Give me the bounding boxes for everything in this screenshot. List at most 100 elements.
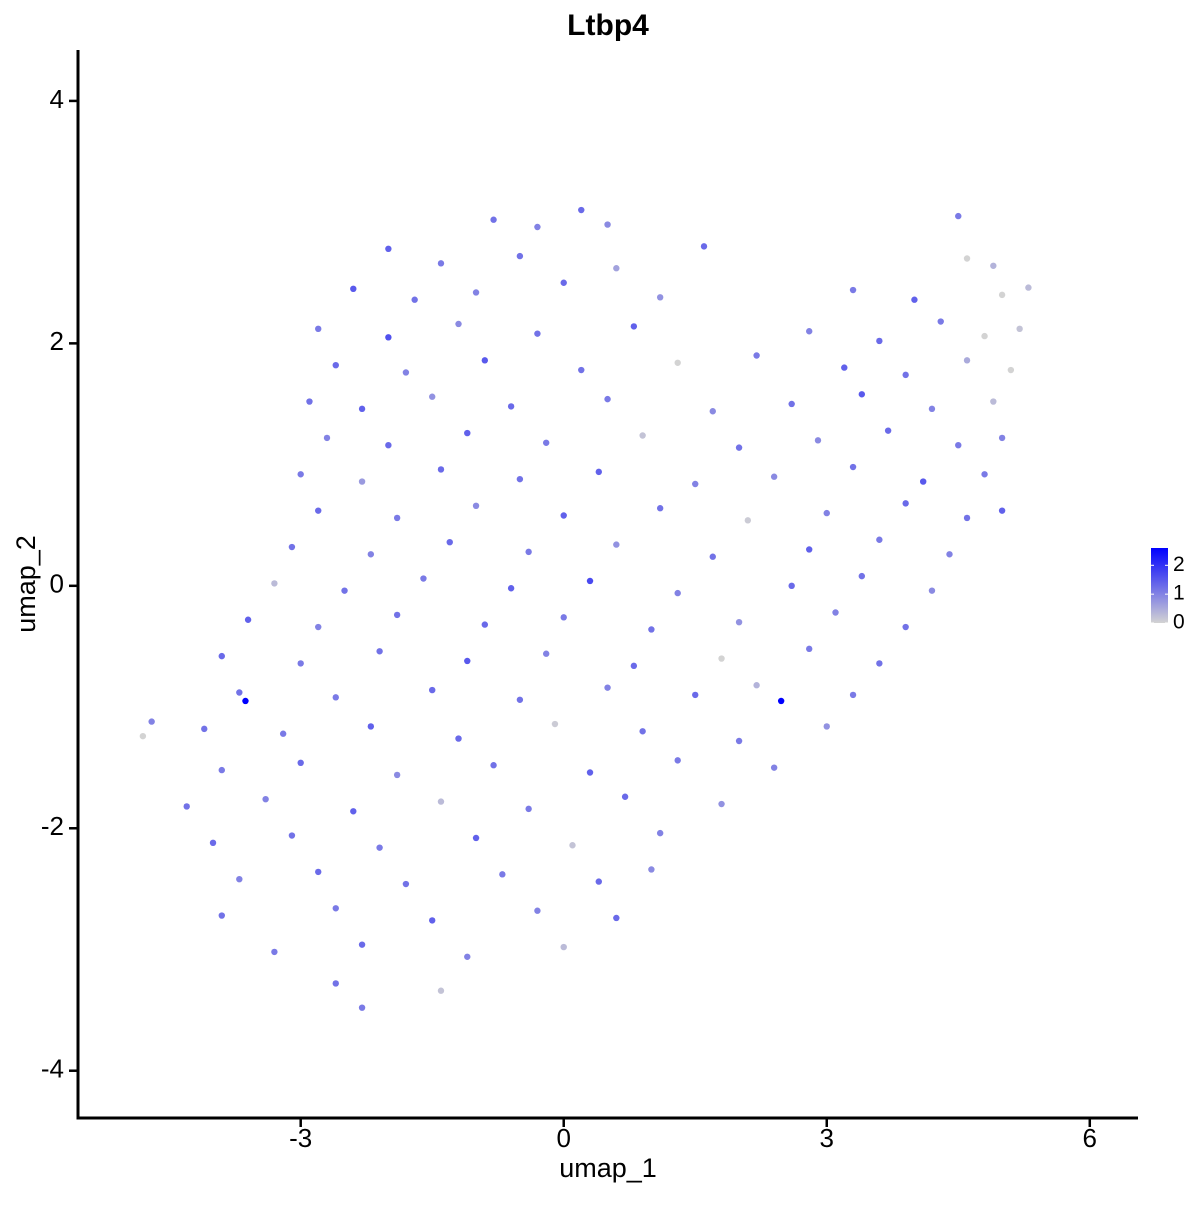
point [542, 439, 550, 446]
point [604, 221, 611, 228]
point [692, 480, 699, 488]
point [437, 260, 445, 267]
point [630, 323, 638, 330]
point [218, 652, 225, 660]
point [464, 429, 471, 437]
point [823, 509, 830, 517]
point [437, 466, 445, 473]
point [656, 294, 664, 301]
point [656, 829, 664, 837]
colorbar-label: 2 [1173, 553, 1185, 576]
point [902, 623, 909, 631]
point [393, 514, 401, 522]
point [718, 655, 725, 662]
point [288, 543, 296, 551]
point [542, 650, 550, 657]
point [209, 839, 217, 847]
y-axis-label: umap_2 [11, 535, 41, 633]
point [148, 718, 155, 725]
x-axis-label: umap_1 [559, 1153, 657, 1183]
point [876, 660, 883, 667]
point [350, 808, 357, 815]
point [937, 318, 944, 325]
x-tick-label: 6 [1083, 1123, 1097, 1153]
point [770, 764, 778, 771]
point [332, 905, 339, 912]
point [630, 662, 638, 670]
point [297, 759, 304, 767]
point [963, 255, 971, 262]
point [849, 286, 857, 294]
point [735, 444, 743, 451]
point [218, 766, 225, 774]
point [358, 478, 366, 485]
point [376, 648, 383, 655]
point [437, 987, 445, 994]
point [858, 391, 866, 398]
point [595, 878, 602, 885]
point [955, 212, 962, 220]
point [744, 517, 752, 524]
point [788, 400, 795, 408]
point [516, 696, 524, 703]
point [998, 434, 1006, 442]
point [358, 1004, 366, 1011]
point [823, 723, 830, 730]
point [271, 580, 278, 587]
point [902, 371, 909, 379]
point [981, 332, 988, 340]
point [446, 538, 453, 546]
point [946, 551, 953, 558]
point [998, 291, 1006, 299]
point [911, 296, 918, 303]
point [139, 732, 147, 740]
point [534, 223, 541, 231]
point [472, 502, 480, 510]
point [806, 328, 813, 335]
chart-title: Ltbp4 [567, 9, 649, 42]
point [332, 361, 339, 369]
point [560, 279, 567, 286]
point [218, 912, 225, 919]
point [777, 697, 785, 705]
point [832, 609, 839, 616]
point [551, 720, 559, 728]
point [429, 917, 436, 924]
point [849, 463, 857, 471]
point [639, 432, 646, 439]
point [385, 441, 392, 449]
point [788, 582, 795, 590]
point [315, 623, 322, 631]
point [499, 871, 506, 878]
point [341, 587, 348, 594]
point [709, 553, 716, 560]
point [455, 735, 462, 742]
point [385, 245, 392, 253]
point [902, 500, 909, 507]
point [928, 587, 936, 594]
point [806, 546, 813, 553]
point [350, 285, 357, 293]
point [464, 657, 471, 665]
point [560, 614, 567, 621]
point [981, 471, 988, 478]
point [332, 694, 339, 701]
point [201, 725, 208, 733]
point [814, 437, 822, 444]
point [315, 325, 322, 333]
x-tick-label: 3 [820, 1123, 834, 1153]
point [306, 398, 313, 405]
point [849, 691, 857, 699]
point [1016, 325, 1023, 333]
y-tick-label: -4 [41, 1054, 64, 1084]
point [884, 427, 892, 434]
point [315, 507, 322, 514]
point [753, 352, 760, 359]
point [1025, 284, 1032, 291]
point [402, 880, 410, 888]
point [455, 320, 462, 328]
point [332, 980, 339, 987]
point [569, 842, 576, 849]
point [507, 403, 515, 410]
